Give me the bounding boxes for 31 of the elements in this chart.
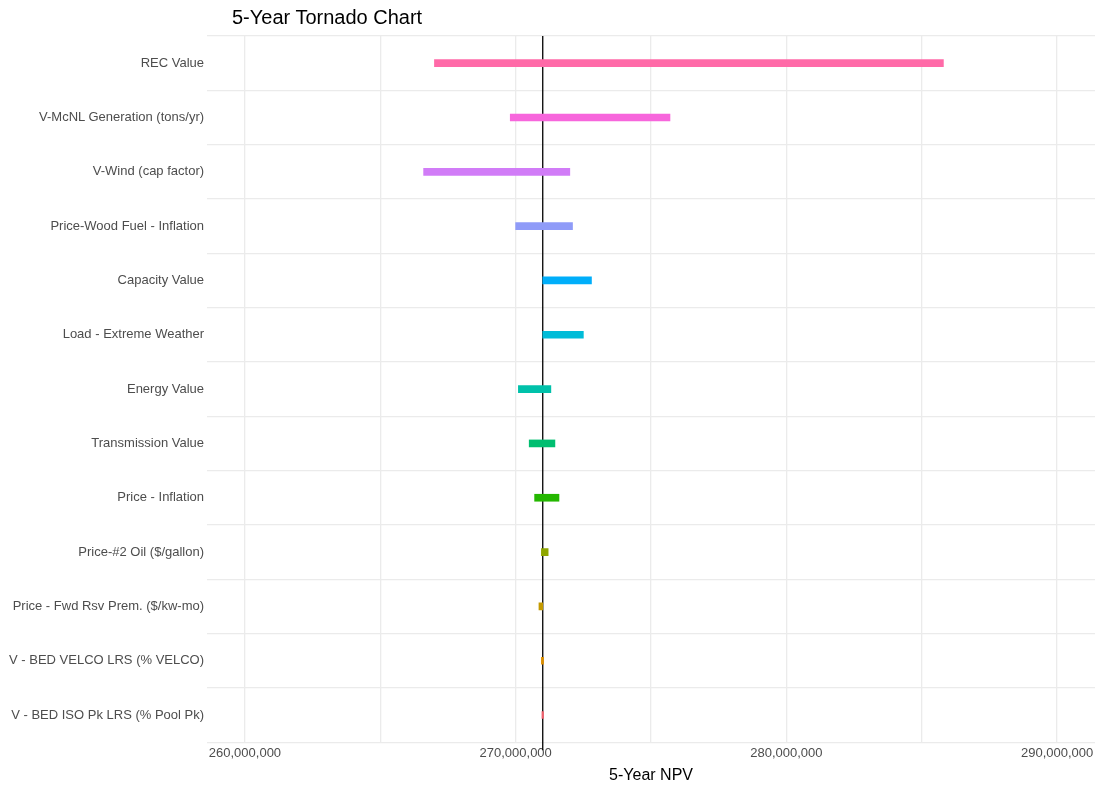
x-tick-label: 270,000,000 [479, 744, 552, 760]
y-tick-label: Price - Inflation [117, 489, 205, 505]
y-tick-label: V-McNL Generation (tons/yr) [39, 109, 205, 125]
y-tick-label: Price - Fwd Rsv Prem. ($/kw-mo) [12, 597, 205, 613]
x-tick-label: 290,000,000 [1020, 744, 1094, 760]
bar [541, 548, 549, 556]
x-axis-title: 5-Year NPV [609, 765, 694, 783]
y-tick-label: Load - Extreme Weather [62, 326, 205, 342]
bar [515, 222, 573, 230]
bar [528, 439, 556, 448]
x-tick-label: 280,000,000 [750, 744, 823, 760]
bar [518, 385, 552, 393]
y-tick-label: REC Value [140, 54, 205, 70]
x-tick-label: 260,000,000 [208, 744, 282, 760]
y-tick-label: Transmission Value [91, 435, 205, 450]
y-tick-label: V - BED VELCO LRS (% VELCO) [8, 652, 205, 668]
bar [542, 330, 584, 339]
bar [542, 276, 592, 285]
y-tick-label: Capacity Value [117, 272, 205, 288]
bar [509, 113, 671, 122]
bar [541, 656, 544, 665]
bar [423, 167, 571, 176]
bar [534, 493, 560, 502]
y-tick-label: Price-#2 Oil ($/gallon) [78, 543, 205, 559]
y-tick-label: V-Wind (cap factor) [92, 163, 205, 179]
y-tick-label: Energy Value [126, 380, 205, 396]
y-tick-label: Price-Wood Fuel - Inflation [50, 217, 205, 233]
bar [434, 59, 944, 67]
bar [541, 711, 544, 719]
y-tick-label: V - BED ISO Pk LRS (% Pool Pk) [11, 706, 205, 722]
chart-title: 5-Year Tornado Chart [232, 6, 423, 29]
